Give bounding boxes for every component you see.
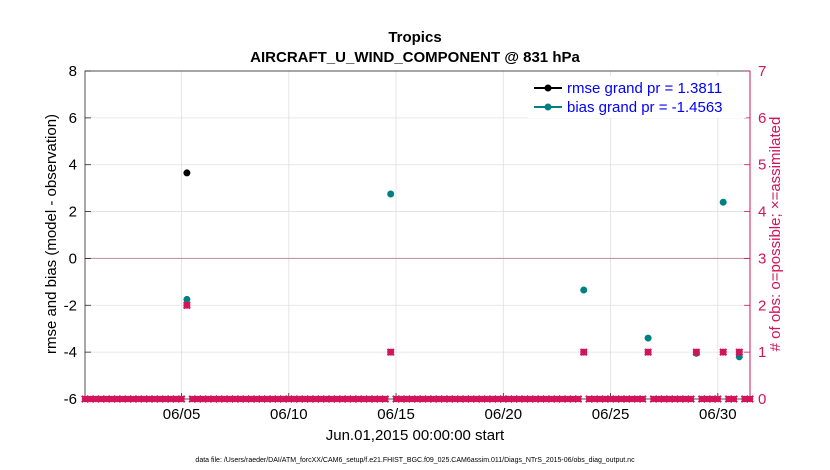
footer-data-file: data file: /Users/raeder/DAI/ATM_forcXX/… — [195, 457, 635, 464]
y-tick-label-6: 6 — [69, 110, 77, 127]
zero-count-assimilated-117-stroke-b — [746, 395, 754, 403]
x-tick-label-5: 06/30 — [699, 406, 737, 423]
zero-count-assimilated-113 — [713, 395, 722, 403]
series-3-point-5-stroke-b — [719, 348, 728, 357]
legend-rmse-marker — [544, 84, 552, 92]
series-3-point-4 — [692, 348, 701, 357]
zero-count-assimilated-101 — [638, 395, 647, 403]
obs-count-layer — [81, 395, 754, 403]
series-1-point-1 — [387, 190, 395, 198]
zero-count-assimilated-117 — [746, 395, 754, 403]
zero-count-assimilated-109-stroke-b — [687, 395, 695, 403]
y-tick-label-1: -4 — [64, 344, 77, 361]
series-3-point-6 — [735, 348, 744, 357]
zero-count-assimilated-113-stroke-b — [713, 395, 722, 403]
series-1-point-2 — [580, 286, 588, 294]
legend-bias-marker — [544, 103, 552, 111]
zero-count-assimilated-18-stroke-b — [177, 395, 186, 403]
y2-tick-layer: 0 1 2 3 4 5 6 7 — [744, 63, 766, 408]
legend-rmse-label: rmse grand pr = 1.3811 — [567, 80, 722, 97]
x-tick-label-4: 06/25 — [592, 406, 630, 423]
series-3-point-0-stroke-b — [182, 301, 191, 310]
y2-tick-label-2: 2 — [758, 297, 766, 314]
x-axis-label: Jun.01,2015 00:00:00 start — [326, 427, 505, 444]
series-3-point-1 — [386, 348, 395, 357]
series-1-point-0 — [183, 295, 191, 303]
legend: rmse grand pr = 1.3811 bias grand pr = -… — [528, 76, 746, 118]
y2-tick-label-6: 6 — [758, 110, 766, 127]
y2-tick-label-0: 0 — [758, 391, 766, 408]
series-3-point-5 — [719, 348, 728, 357]
series-3-point-3 — [644, 348, 653, 357]
series-3-point-4-stroke-b — [692, 348, 701, 357]
x-tick-label-2: 06/15 — [377, 406, 415, 423]
series-3-point-2 — [579, 348, 588, 357]
y2-tick-label-1: 1 — [758, 344, 766, 361]
series-3-point-1-stroke-b — [386, 348, 395, 357]
y-tick-label-0: -6 — [64, 391, 77, 408]
x-tick-layer: 06/05 06/10 06/15 06/20 06/25 06/30 — [163, 393, 737, 423]
y-tick-layer: -6 -4 -2 0 2 4 6 8 — [64, 63, 91, 408]
y-tick-label-3: 0 — [69, 250, 77, 267]
y-tick-label-7: 8 — [69, 63, 77, 80]
y2-axis-label: # of obs: o=possible; ×=assimilated — [767, 117, 784, 352]
legend-bias-label: bias grand pr = -1.4563 — [567, 99, 723, 116]
zero-count-assimilated-55 — [381, 395, 390, 403]
chart-subtitle: AIRCRAFT_U_WIND_COMPONENT @ 831 hPa — [250, 49, 580, 66]
series-3-point-2-stroke-b — [579, 348, 588, 357]
zero-count-assimilated-90-stroke-b — [574, 395, 583, 403]
series-3-point-0 — [182, 301, 191, 310]
series-1-point-3 — [644, 334, 652, 342]
zero-count-assimilated-101-stroke-b — [638, 395, 647, 403]
y2-tick-label-7: 7 — [758, 63, 766, 80]
y2-tick-label-4: 4 — [758, 204, 766, 221]
x-tick-label-1: 06/10 — [270, 406, 308, 423]
zero-count-assimilated-55-stroke-b — [381, 395, 390, 403]
series-3-point-3-stroke-b — [644, 348, 653, 357]
zero-count-assimilated-109 — [687, 395, 695, 403]
series-3-point-6-stroke-b — [735, 348, 744, 357]
zero-count-assimilated-90 — [574, 395, 583, 403]
y-axis-label: rmse and bias (model - observation) — [43, 114, 60, 354]
zero-count-assimilated-115-stroke-b — [730, 395, 738, 403]
x-tick-label-0: 06/05 — [163, 406, 201, 423]
y2-tick-label-5: 5 — [758, 157, 766, 174]
zero-count-assimilated-18 — [177, 395, 186, 403]
series-0-point-0 — [183, 169, 191, 177]
y-tick-label-4: 2 — [69, 204, 77, 221]
series-1-point-5 — [719, 198, 727, 206]
y-tick-label-2: -2 — [64, 297, 77, 314]
y-tick-label-5: 4 — [69, 157, 77, 174]
legend-box — [528, 76, 746, 118]
chart-title: Tropics — [388, 29, 441, 46]
x-tick-label-3: 06/20 — [485, 406, 523, 423]
y2-tick-label-3: 3 — [758, 250, 766, 267]
series-layer — [182, 169, 744, 361]
zero-count-assimilated-115 — [730, 395, 738, 403]
